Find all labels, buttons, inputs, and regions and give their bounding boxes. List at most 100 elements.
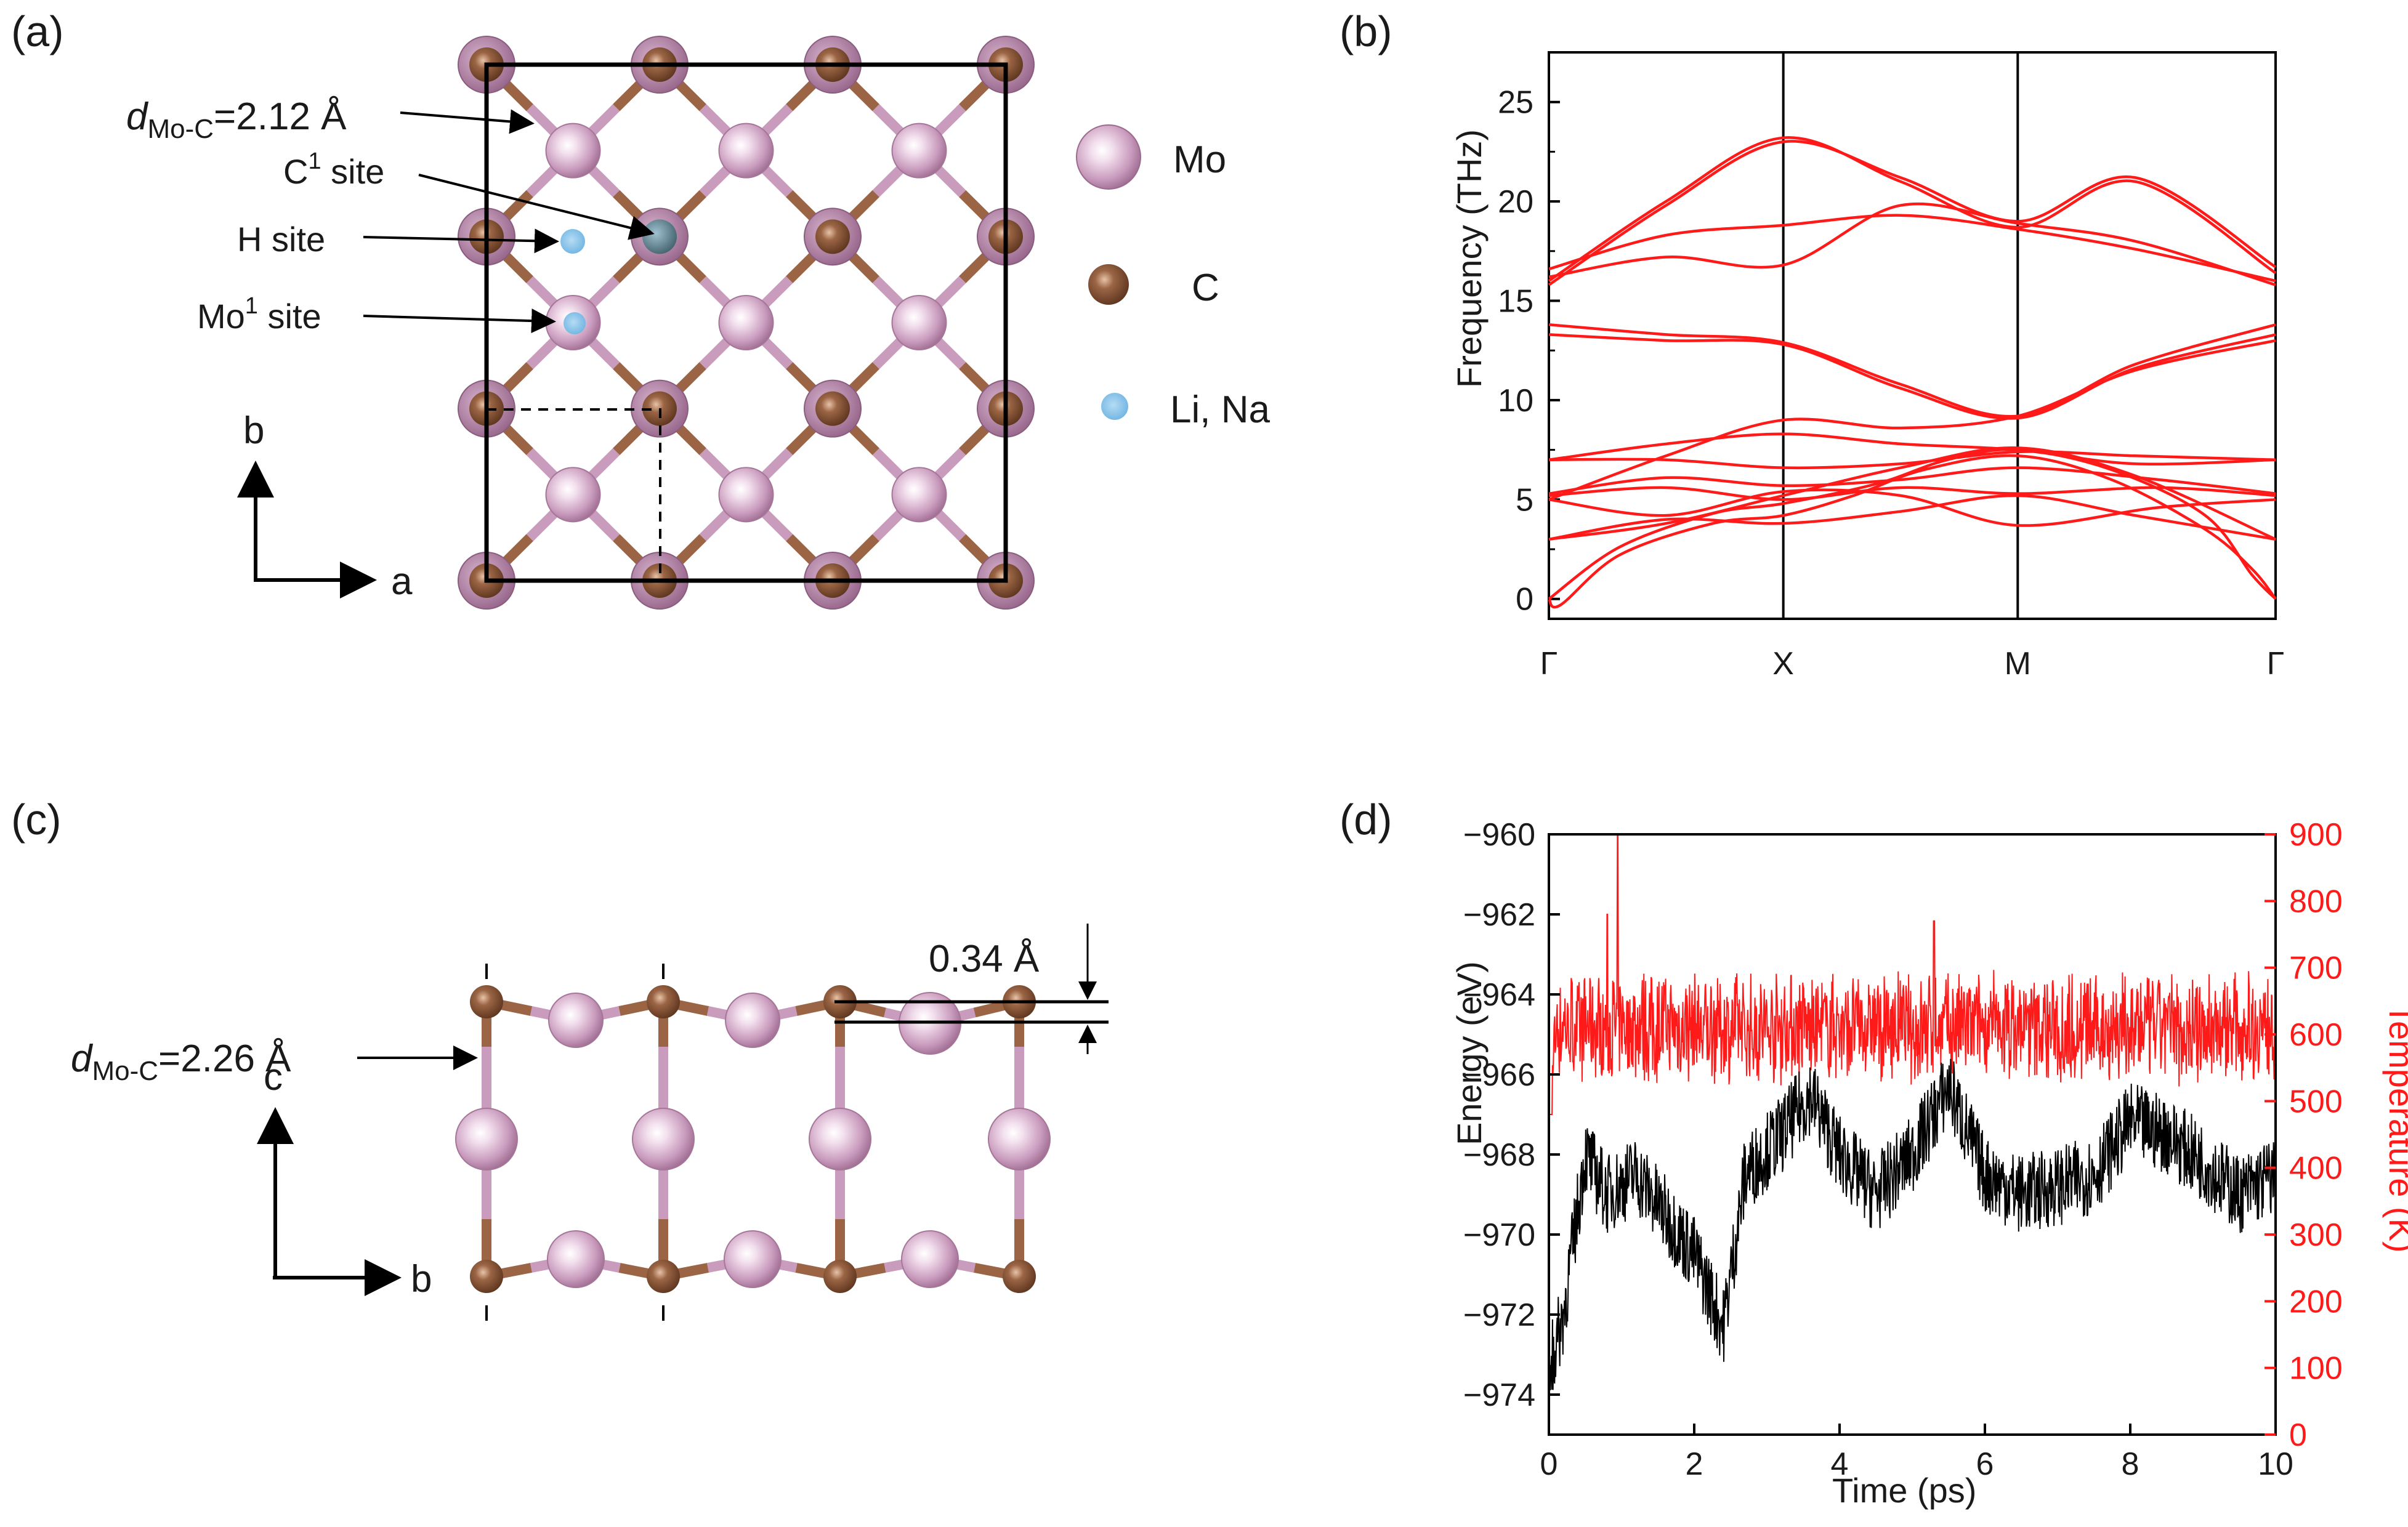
md-ytick-temperature-label: 500	[2289, 1084, 2343, 1119]
legend-c-swatch	[1088, 264, 1129, 305]
mo1-site-arrow	[363, 308, 556, 334]
legend-mo-label: Mo	[1173, 139, 1226, 181]
axis-c-label: c	[264, 1056, 283, 1098]
phonon-ytick-label: 20	[1498, 184, 1533, 220]
mo-atom	[548, 993, 604, 1048]
phonon-branch-8	[1548, 450, 2276, 470]
panel-d: (d) 0 2 4 6 8 10 −960 −962 −964 −966 −968 −970 −972 −…	[1339, 796, 2408, 1510]
md-xtick-label: 4	[1831, 1446, 1849, 1482]
phonon-ytick-label: 15	[1498, 284, 1533, 320]
h-site-arrow	[363, 228, 559, 254]
mo-atom	[547, 1230, 605, 1288]
mo-atom	[718, 467, 774, 523]
mo-atom	[891, 123, 947, 179]
md-plot-frame	[1548, 833, 2277, 1436]
md-ytick-temperature-label: 700	[2289, 951, 2343, 986]
phonon-branch-4	[1548, 494, 2276, 541]
phonon-ylabel: Frequency (THz)	[1450, 129, 1489, 388]
panel-b-label: (b)	[1339, 7, 1392, 55]
h-site-label: H site	[237, 220, 325, 259]
md-ytick-temperature-label: 800	[2289, 884, 2343, 919]
phonon-branch-15	[1548, 202, 2276, 286]
phonon-branch-12	[1548, 333, 2276, 420]
md-ytick-temperature-label: 300	[2289, 1217, 2343, 1253]
mo-atom	[718, 123, 774, 179]
c-atom	[647, 985, 680, 1018]
mo1-site-adatom	[564, 312, 586, 334]
c-atom	[823, 1260, 857, 1293]
md-ytick-energy-label: −966	[1463, 1057, 1535, 1093]
phonon-xtick-label: Γ	[2267, 646, 2285, 682]
md-xtick-label: 10	[2258, 1446, 2293, 1482]
panel-a-label: (a)	[11, 7, 64, 55]
md-ytick-energy-label: −960	[1463, 817, 1535, 853]
mo-atom	[632, 1108, 695, 1170]
phonon-branch-16	[1548, 214, 2276, 283]
phonon-branch-5	[1548, 488, 2276, 527]
panel-d-label: (d)	[1339, 796, 1392, 844]
mo-atom	[891, 295, 947, 350]
md-traces	[1548, 834, 2276, 1398]
mo-atom	[901, 1230, 959, 1288]
d-mo-c-top-label: dMo-C=2.12 Å	[126, 95, 347, 144]
mo-atom	[724, 1230, 782, 1288]
md-xtick-label: 6	[1976, 1446, 1994, 1482]
phonon-branch-7	[1548, 466, 2276, 495]
phonon-xtick-label: M	[2005, 646, 2031, 682]
md-ytick-temperature-label: 0	[2289, 1417, 2307, 1453]
phonon-ytick-label: 10	[1498, 383, 1533, 419]
mo-atom	[891, 467, 947, 523]
phonon-branch-10	[1548, 339, 2276, 501]
mo-atom	[809, 1108, 871, 1170]
phonon-ytick-label: 0	[1516, 582, 1533, 618]
md-ytick-temperature-label: 100	[2289, 1351, 2343, 1387]
buckle-label: 0.34 Å	[929, 938, 1040, 980]
c1-site-label: C1 site	[283, 148, 384, 191]
temperature-trace	[1548, 834, 2276, 1182]
mo-atom	[545, 467, 601, 523]
atom-legend: Mo C Li, Na	[1076, 124, 1270, 431]
md-ytick-energy-label: −974	[1463, 1377, 1535, 1413]
c1-site-arrow	[418, 174, 655, 240]
md-xtick-label: 2	[1686, 1446, 1703, 1482]
primitive-cell	[487, 408, 661, 581]
d-mo-c-arrow	[400, 109, 535, 134]
axis-a-label: a	[391, 560, 413, 603]
legend-li-na-label: Li, Na	[1170, 389, 1270, 431]
md-xtick-label: 0	[1540, 1446, 1558, 1482]
legend-mo-swatch	[1076, 124, 1141, 190]
phonon-branch-6	[1548, 486, 2276, 501]
phonon-branch-11	[1548, 323, 2276, 418]
md-ylabel-energy: Energy (eV)	[1450, 961, 1489, 1145]
d-mo-c-side-label: dMo-C=2.26 Å	[71, 1037, 291, 1086]
panel-c: (c) 0.34 Å dMo-C=2.26 Å c b	[11, 796, 1109, 1321]
supercell-box	[484, 62, 1008, 583]
c-atom	[815, 391, 850, 426]
panel-c-label: (c)	[11, 796, 62, 844]
h-site-adatom	[560, 229, 585, 254]
md-xlabel: Time (ps)	[1832, 1471, 1976, 1510]
md-ytick-energy-label: −972	[1463, 1297, 1535, 1333]
md-ytick-temperature-label: 200	[2289, 1284, 2343, 1320]
mo-atom	[725, 993, 780, 1048]
phonon-ytick-label: 5	[1516, 482, 1533, 518]
c-atom	[470, 985, 503, 1018]
md-xtick-label: 8	[2122, 1446, 2139, 1482]
md-ytick-energy-label: −968	[1463, 1137, 1535, 1173]
mo-atom	[545, 123, 601, 179]
phonon-ytick-label: 25	[1498, 85, 1533, 121]
md-ytick-temperature-label: 900	[2289, 817, 2343, 853]
legend-li-na-swatch	[1101, 393, 1128, 420]
phonon-plot-frame	[1548, 51, 2277, 620]
crystal-top-view	[458, 36, 1035, 610]
phonon-xtick-label: Γ	[1540, 646, 1558, 682]
c-atom	[470, 1260, 503, 1293]
mo-atom	[718, 295, 774, 350]
panel-a: (a) dMo-C=2.12 Å C1 site H site Mo1 site…	[11, 7, 1270, 610]
md-axes: 0 2 4 6 8 10−960−962−964−966−968−970−972−9740…	[1463, 817, 2343, 1482]
md-ytick-energy-label: −964	[1463, 977, 1535, 1013]
phonon-branch-14	[1548, 136, 2277, 283]
